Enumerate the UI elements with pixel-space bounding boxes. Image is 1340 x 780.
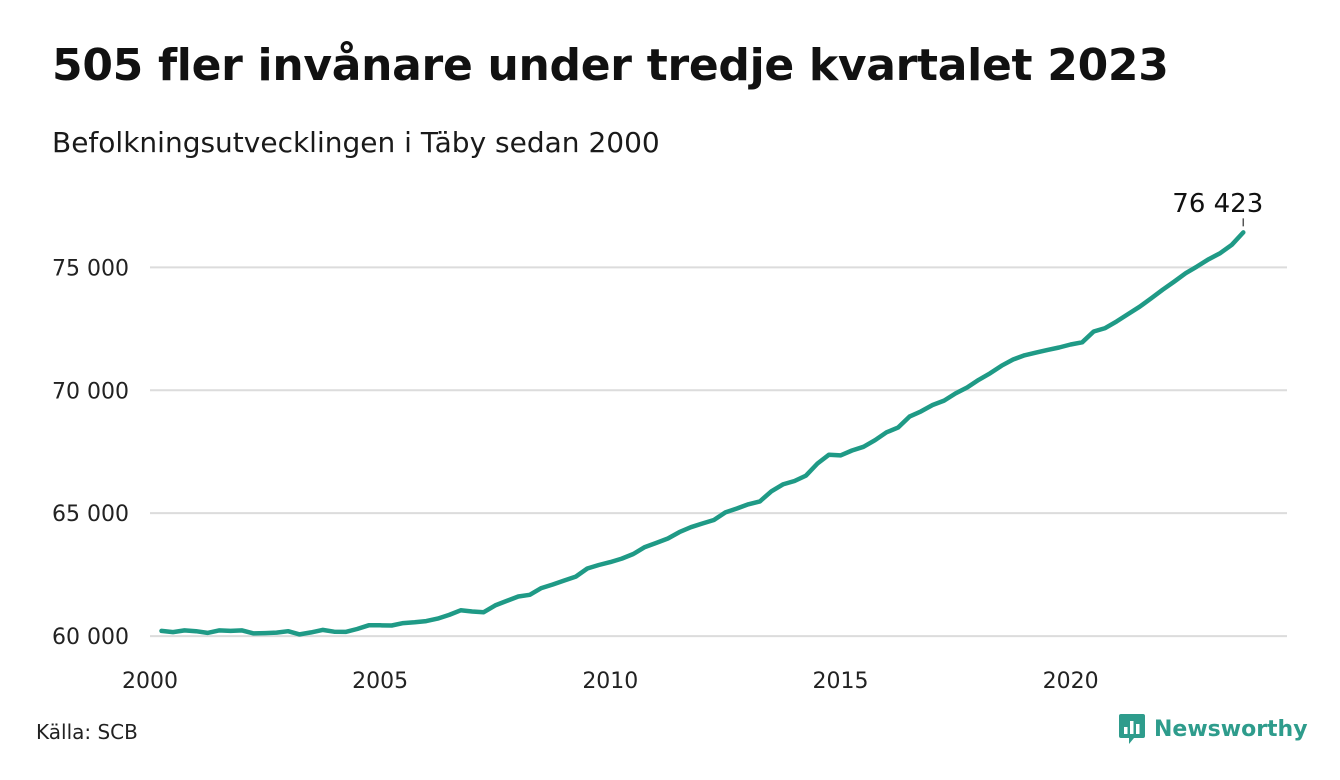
y-tick-label: 60 000 [52,625,129,650]
source-note: Källa: SCB [36,720,138,744]
x-tick-label: 2010 [582,669,638,694]
y-tick-label: 65 000 [52,502,129,527]
y-axis: 60 000 65 000 70 000 75 000 [52,256,129,650]
x-tick-label: 2005 [352,669,408,694]
x-tick-label: 2020 [1043,669,1099,694]
chart-subtitle: Befolkningsutvecklingen i Täby sedan 200… [52,126,660,159]
brand-name: Newsworthy [1154,716,1308,742]
end-value-label: 76 423 [1172,189,1263,219]
x-tick-label: 2015 [812,669,868,694]
x-axis: 2000 2005 2010 2015 2020 [122,669,1099,694]
y-tick-label: 75 000 [52,256,129,281]
annotation-layer: 76 423 [1172,189,1263,227]
brand-logo: Newsworthy [1118,712,1308,746]
series-line [159,230,1246,637]
x-tick-label: 2000 [122,669,178,694]
chart-title: 505 fler invånare under tredje kvartalet… [52,40,1169,91]
y-tick-label: 70 000 [52,379,129,404]
series-layer [159,230,1246,637]
bar-chart-speech-bubble-icon [1119,714,1145,744]
grid-layer [150,266,1287,638]
